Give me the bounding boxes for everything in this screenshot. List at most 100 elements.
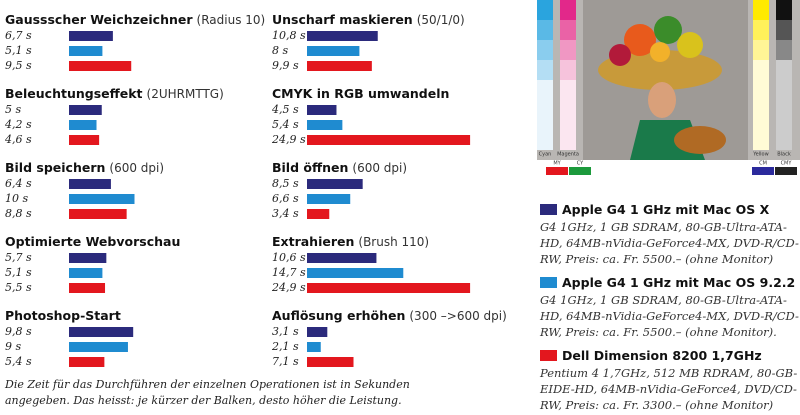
photo <box>537 0 800 175</box>
bar <box>307 283 471 293</box>
bar <box>69 31 113 41</box>
chart-title: Extrahieren (Brush 110) <box>272 234 429 249</box>
bar <box>307 357 354 367</box>
bar <box>307 105 337 115</box>
legend-entry: Apple G4 1 GHz mit Mac OS 9.2.2 G4 1GHz, … <box>540 275 800 340</box>
bar <box>307 120 343 130</box>
subtitle: (300 –>600 dpi) <box>409 309 506 323</box>
legend-name: Apple G4 1 GHz mit Mac OS 9.2.2 <box>540 275 800 290</box>
value-label: 5,4 s <box>272 118 299 131</box>
legend-entry: Apple G4 1 GHz mit Mac OS X G4 1GHz, 1 GB… <box>540 202 800 267</box>
bar <box>307 61 372 71</box>
bar <box>307 342 321 352</box>
value-label: 10 s <box>5 192 28 205</box>
subtitle: (600 dpi) <box>352 161 407 175</box>
title-text: Optimierte Webvorschau <box>5 234 180 249</box>
value-label: 2,1 s <box>271 340 299 353</box>
legend-swatch <box>540 350 557 361</box>
photo-label: CM <box>759 161 767 167</box>
bar <box>69 283 106 293</box>
legend-name: Apple G4 1 GHz mit Mac OS X <box>540 202 800 217</box>
value-label: 10,8 s <box>272 29 306 42</box>
bar <box>69 194 135 204</box>
value-label: 5,1 s <box>5 44 32 57</box>
chart-title: Photoshop-Start <box>5 308 121 323</box>
value-label: 6,7 s <box>5 29 32 42</box>
bar <box>69 342 128 352</box>
title-text: CMYK in RGB umwandeln <box>272 86 449 101</box>
value-label: 24,9 s <box>271 281 306 294</box>
legend-entry: Dell Dimension 8200 1,7GHz Pentium 4 1,7G… <box>540 348 800 413</box>
bar <box>307 194 351 204</box>
value-label: 10,6 s <box>272 251 306 264</box>
value-label: 14,7 s <box>272 266 306 279</box>
photo-label: Magenta <box>557 152 579 158</box>
bar <box>69 46 103 56</box>
subtitle: (50/1/0) <box>417 13 465 27</box>
photo-label: Yellow <box>752 152 768 158</box>
bar <box>307 46 360 56</box>
title-text: Beleuchtungseffekt <box>5 86 143 101</box>
legend-label: Apple G4 1 GHz mit Mac OS X <box>562 202 770 217</box>
photo-label: CY <box>577 161 584 167</box>
bar <box>307 327 328 337</box>
bar <box>307 209 330 219</box>
title-text: Unscharf maskieren <box>272 12 413 27</box>
bar <box>69 209 127 219</box>
value-label: 5,7 s <box>5 251 32 264</box>
value-label: 5,5 s <box>5 281 32 294</box>
chart-title: Beleuchtungseffekt (2UHRMTTG) <box>5 86 224 101</box>
value-label: 9,8 s <box>5 325 32 338</box>
subtitle: (2UHRMTTG) <box>147 87 224 101</box>
value-label: 8,8 s <box>5 207 32 220</box>
value-label: 24,9 s <box>271 133 306 146</box>
value-label: 5,1 s <box>5 266 32 279</box>
legend-description: Pentium 4 1,7GHz, 512 MB RDRAM, 80-GB-EI… <box>540 366 798 412</box>
bar <box>69 105 102 115</box>
value-label: 9,5 s <box>5 59 32 72</box>
legend-description: G4 1GHz, 1 GB SDRAM, 80-GB-Ultra-ATA-HD,… <box>540 293 799 339</box>
photo-label: MY <box>553 161 561 167</box>
value-label: 8 s <box>272 44 288 57</box>
chart-title: Auflösung erhöhen (300 –>600 dpi) <box>272 308 507 323</box>
title-text: Auflösung erhöhen <box>272 308 405 323</box>
legend-label: Apple G4 1 GHz mit Mac OS 9.2.2 <box>562 275 796 290</box>
photo-label: Black <box>777 152 791 158</box>
bar <box>69 268 103 278</box>
title-text: Bild speichern <box>5 160 105 175</box>
bar <box>69 179 111 189</box>
bar <box>307 31 378 41</box>
chart-title: CMYK in RGB umwandeln <box>272 86 449 101</box>
legend-label: Dell Dimension 8200 1,7GHz <box>562 348 762 363</box>
value-label: 7,1 s <box>272 355 299 368</box>
bar <box>69 327 134 337</box>
value-label: 8,5 s <box>272 177 299 190</box>
subtitle: (Radius 10) <box>197 13 266 27</box>
bar <box>307 268 404 278</box>
value-label: 6,6 s <box>272 192 299 205</box>
value-label: 9,9 s <box>272 59 299 72</box>
chart-title: Bild speichern (600 dpi) <box>5 160 164 175</box>
value-label: 9 s <box>5 340 21 353</box>
title-text: Gaussscher Weichzeichner <box>5 12 193 27</box>
value-label: 6,4 s <box>5 177 32 190</box>
title-text: Bild öffnen <box>272 160 348 175</box>
legend-swatch <box>540 204 557 215</box>
chart-title: Gaussscher Weichzeichner (Radius 10) <box>5 12 265 27</box>
value-label: 3,4 s <box>272 207 299 220</box>
bar <box>307 253 377 263</box>
value-label: 4,6 s <box>4 133 32 146</box>
photo-label: Cyan <box>539 152 552 158</box>
title-text: Photoshop-Start <box>5 308 121 323</box>
subtitle: (Brush 110) <box>358 235 429 249</box>
bar <box>69 61 132 71</box>
photo-label: CMY <box>781 161 793 167</box>
legend-description: G4 1GHz, 1 GB SDRAM, 80-GB-Ultra-ATA-HD,… <box>540 220 799 266</box>
bar <box>307 179 363 189</box>
bar <box>69 253 107 263</box>
subtitle: (600 dpi) <box>109 161 164 175</box>
value-label: 5 s <box>5 103 21 116</box>
bar <box>69 357 105 367</box>
